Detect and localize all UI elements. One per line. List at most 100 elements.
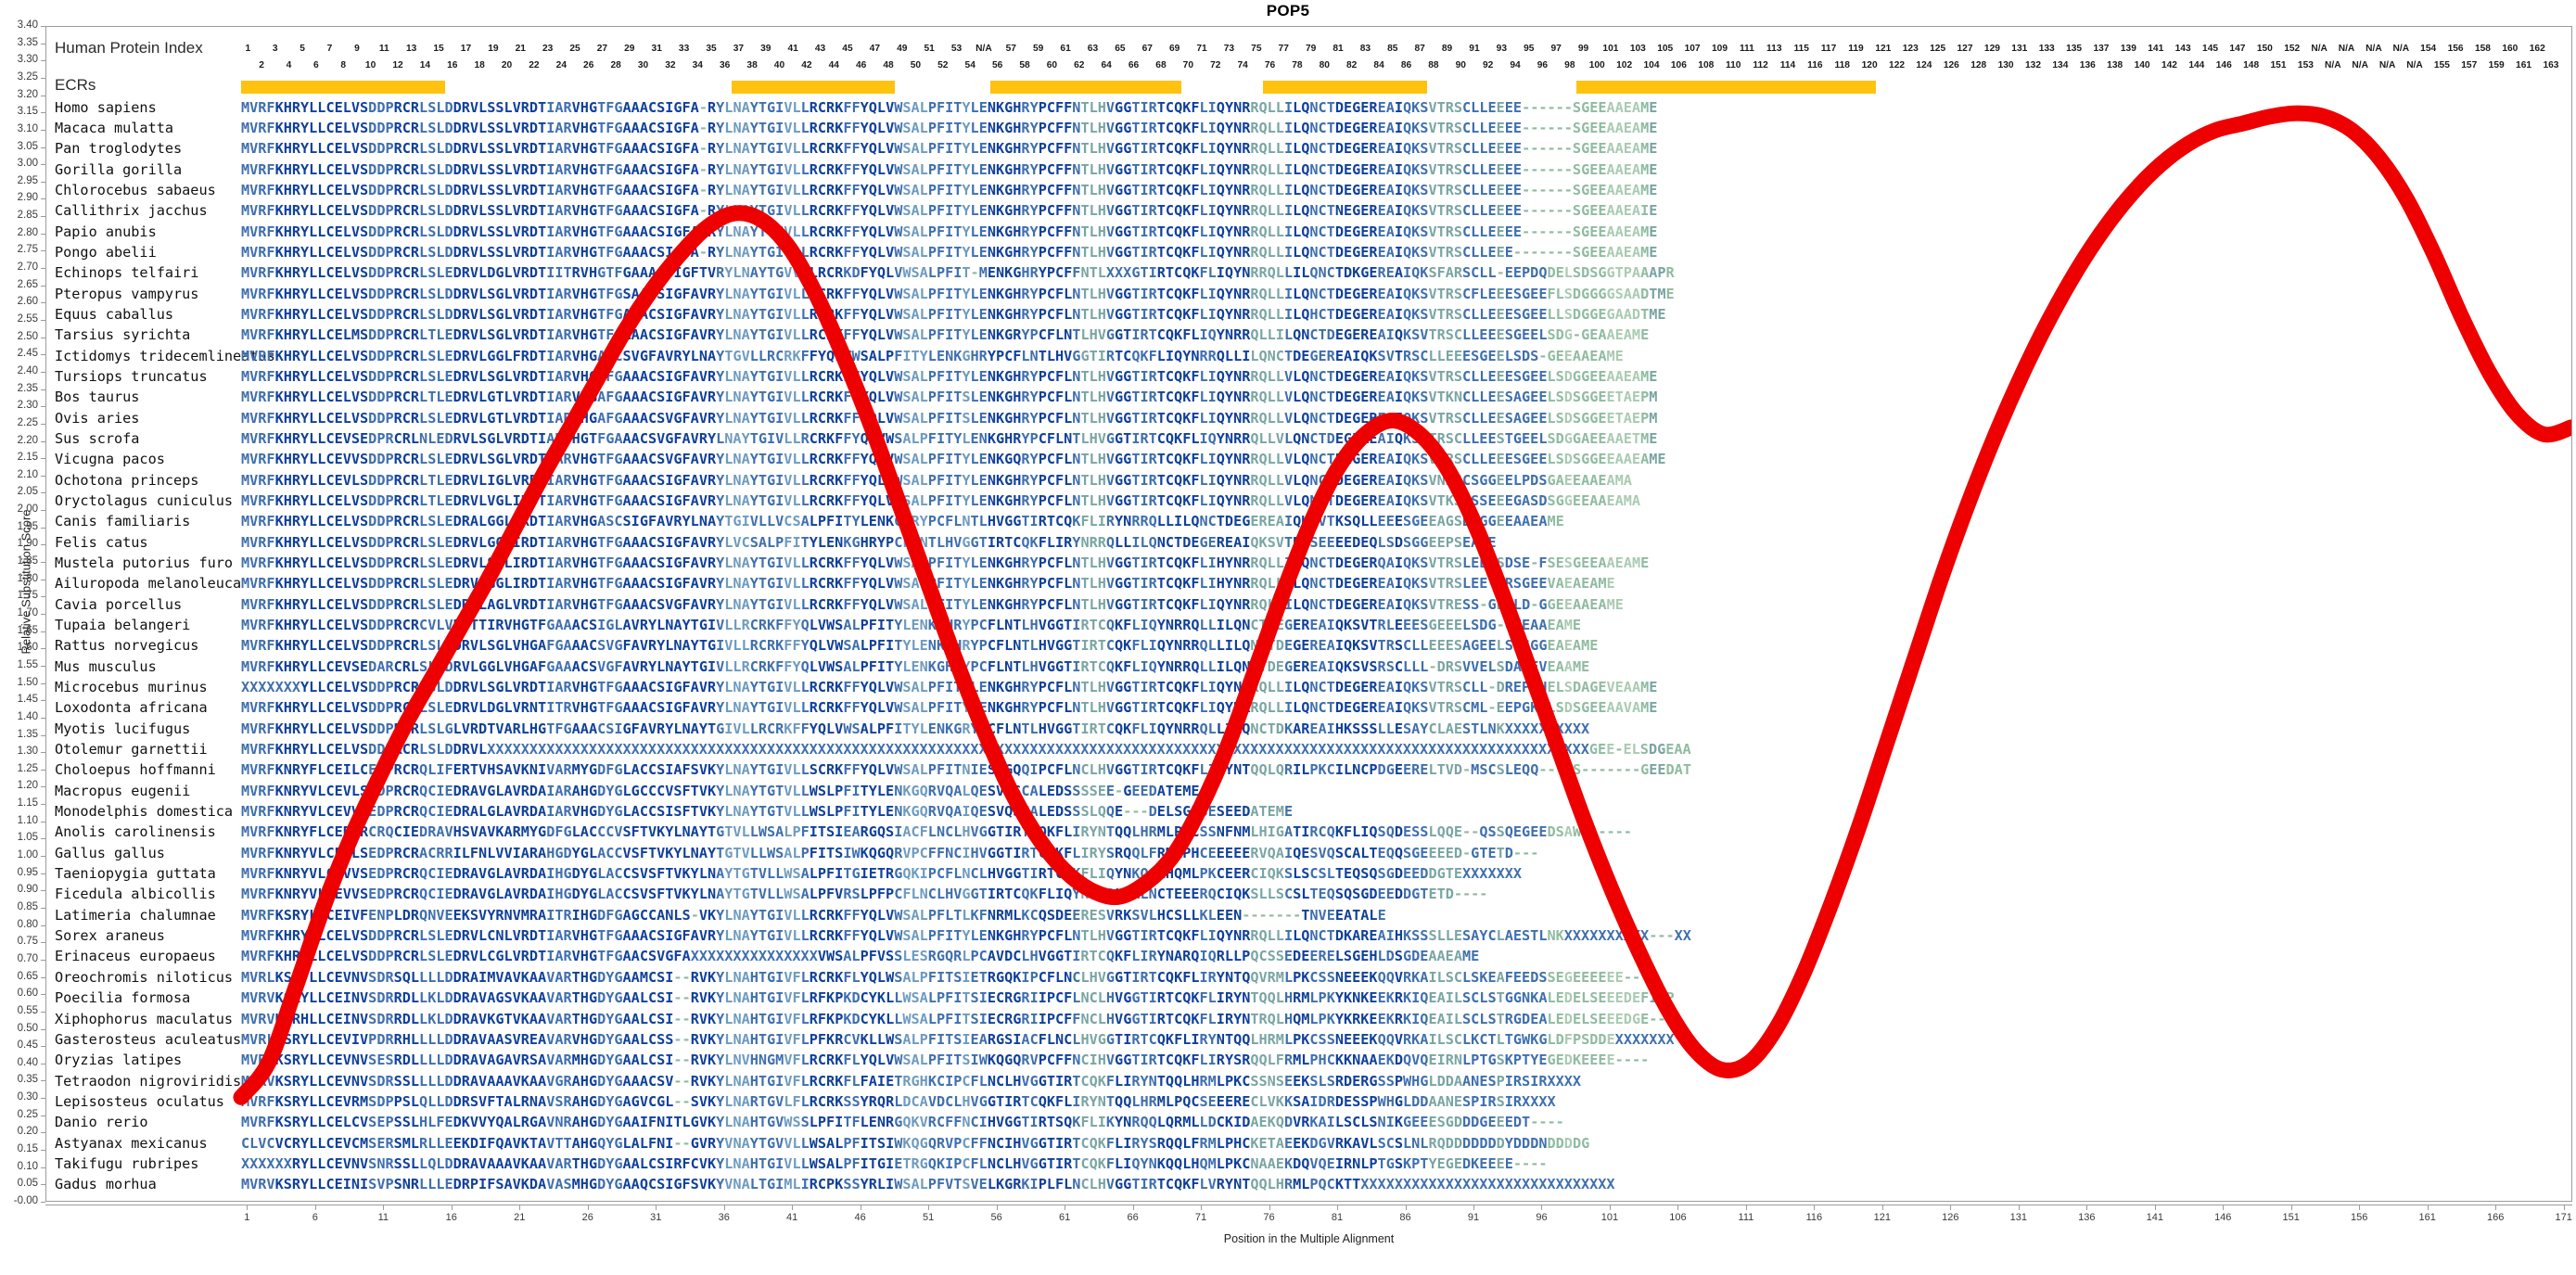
species-label: Papio anubis: [55, 223, 157, 240]
protein-index-cell: 77: [1278, 44, 1289, 54]
sequence-row: MVRFKHRYLLCELVSDDPRCRCVLVRDTTIRVHGTFGAAA…: [241, 617, 1607, 634]
protein-index-cell: 18: [474, 60, 485, 70]
y-axis-tick-label: 2.45: [17, 348, 38, 360]
protein-index-cell: 67: [1141, 44, 1153, 54]
protein-index-cell: 133: [2038, 44, 2055, 54]
protein-index-cell: 140: [2134, 60, 2150, 70]
x-axis-tick-label: 86: [1399, 1212, 1411, 1223]
species-label: Astyanax mexicanus: [55, 1134, 208, 1152]
protein-index-cell: 110: [1725, 60, 1741, 70]
species-label: Rattus norvegicus: [55, 637, 199, 655]
species-label: Macropus eugenii: [55, 782, 191, 799]
x-axis-tick-label: 76: [1263, 1212, 1275, 1223]
y-axis-tick-mark: [41, 1063, 45, 1065]
protein-index-cell: 26: [583, 60, 594, 70]
y-axis-tick-mark: [41, 60, 45, 62]
y-axis-tick-mark: [41, 320, 45, 321]
y-axis-tick-mark: [41, 354, 45, 356]
protein-index-cell: 118: [1834, 60, 1850, 70]
y-axis-tick-label: 0.30: [17, 1091, 38, 1103]
sequence-row: MVRFKHRYLLCELVSDDPRCRLSLEDRVLAGLVRDTIARV…: [241, 595, 1641, 613]
sequence-row: XXXXXXRYLLCEVNVSNRSSLLQLDDRAVAAAVKAAVART…: [241, 1154, 1564, 1172]
x-axis-tick-mark: [1677, 1205, 1679, 1210]
protein-index-cell: 135: [2066, 44, 2083, 54]
protein-index-cell: 158: [2474, 44, 2491, 54]
species-label: Chlorocebus sabaeus: [55, 181, 216, 198]
x-axis-tick-mark: [2086, 1205, 2088, 1210]
y-axis-tick-label: 2.95: [17, 174, 38, 186]
y-axis-tick-label: 1.15: [17, 797, 38, 810]
protein-index-cell: 125: [1930, 44, 1946, 54]
species-label: Tarsius syrichta: [55, 326, 191, 344]
protein-index-cell: 153: [2297, 60, 2314, 70]
y-axis-tick-label: 2.85: [17, 210, 38, 222]
protein-index-cell: N/A: [2366, 44, 2382, 54]
protein-index-cell: 117: [1820, 44, 1837, 54]
ecr-bar: [1263, 81, 1427, 94]
y-axis-tick-mark: [41, 976, 45, 978]
protein-index-cell: N/A: [2406, 60, 2423, 70]
sequence-row: MVRFKHRYLLCELVSDDPRCRLTLEDRVLGTLVRDTIARV…: [241, 389, 1666, 406]
y-axis-tick-label: 2.65: [17, 278, 38, 290]
y-axis-tick-mark: [41, 216, 45, 218]
protein-index-cell: 127: [1957, 44, 1973, 54]
y-axis-tick-label: 1.35: [17, 728, 38, 740]
sequence-alignment: MVRFKHRYLLCELVSDDPRCRLSLDDRVLSSLVRDTIARV…: [241, 27, 2571, 1201]
protein-index-cell: 113: [1766, 44, 1782, 54]
y-axis-tick-mark: [41, 285, 45, 287]
x-axis-tick-label: 141: [2146, 1212, 2163, 1223]
x-axis-tick-label: 116: [1805, 1212, 1823, 1223]
y-axis-tick-label: 1.90: [17, 538, 38, 550]
sequence-row: MVRFKHRYLLCELVSDDPRCRLSLEDRVLGGLFRDTIARV…: [241, 347, 1641, 364]
sequence-row: MVRFKHRYLLCEVSEDARCRLSLDDRVLGGLVHGAFGAAA…: [241, 657, 1607, 675]
y-axis-tick-label: 2.25: [17, 416, 38, 428]
y-axis-tick-mark: [41, 786, 45, 788]
y-axis-tick-label: 0.50: [17, 1022, 38, 1034]
sequence-row: MVRFKHRYLLCEVSEDPRCRLNLEDRVLSGLVRDTIARVH…: [241, 430, 1666, 447]
x-axis-tick-mark: [2427, 1205, 2429, 1210]
protein-index-cell: 70: [1182, 60, 1194, 70]
protein-index-cell: 163: [2543, 60, 2559, 70]
protein-index-cell: 53: [950, 44, 963, 54]
protein-index-cell: 14: [419, 60, 431, 70]
x-axis-tick-mark: [1473, 1205, 1474, 1210]
species-label: Mus musculus: [55, 657, 157, 675]
protein-index-cell: 86: [1400, 60, 1412, 70]
protein-index-cell: 76: [1264, 60, 1276, 70]
species-label: Tetraodon nigroviridis: [55, 1072, 242, 1090]
y-axis-tick-label: 1.05: [17, 832, 38, 844]
protein-index-cell: 99: [1577, 44, 1589, 54]
human-protein-index-row: 1 3 5 7 9 11 13 15 17 19 21 23 25 27 29 31 33 35 37 39 41 43 4…: [241, 27, 2571, 79]
protein-index-cell: 29: [624, 44, 635, 54]
protein-index-cell: 52: [937, 60, 949, 70]
sequence-row: MVRFKHRYLLCELVSDDPRCRLSLDDRVLSGLVRDTIARV…: [241, 305, 1666, 323]
species-label: Felis catus: [55, 533, 148, 551]
x-axis-tick-mark: [314, 1205, 316, 1210]
protein-index-cell: 119: [1848, 44, 1864, 54]
protein-index-cell: 90: [1455, 60, 1466, 70]
y-axis-tick-mark: [41, 873, 45, 874]
y-axis-tick-label: 2.30: [17, 400, 38, 412]
protein-index-cell: 78: [1292, 60, 1303, 70]
protein-index-cell: 34: [692, 60, 703, 70]
protein-index-cell: N/A: [2338, 44, 2355, 54]
ecr-bar: [732, 81, 896, 94]
x-axis-tick-label: 161: [2418, 1212, 2436, 1223]
y-axis-tick-mark: [41, 942, 45, 944]
y-axis-tick-mark: [41, 268, 45, 270]
species-label: Ictidomys tridecemlineatus: [55, 347, 275, 364]
y-axis-tick-label: 0.05: [17, 1178, 38, 1190]
x-axis: Position in the Multiple Alignment 1 6 11 1…: [45, 1205, 2572, 1260]
y-axis-tick-label: 2.90: [17, 192, 38, 204]
sequence-row: MVRFKNRYVLCEVLSEDPRCRACRRILFNLVVIARAHGDY…: [241, 844, 1539, 861]
protein-index-cell: 115: [1793, 44, 1809, 54]
species-label: Echinops telfairi: [55, 264, 199, 282]
protein-index-cell: 148: [2243, 60, 2260, 70]
x-axis-tick-label: 111: [1738, 1212, 1754, 1223]
protein-index-cell: N/A: [2378, 60, 2396, 70]
sequence-row: MVRLKSRYLLCEVIVPDRRHLLLLDDRAVAASVREAVARV…: [241, 1030, 1675, 1048]
protein-index-cell: 66: [1128, 60, 1140, 70]
y-axis-tick-mark: [41, 959, 45, 961]
ecr-track: [241, 27, 2571, 1201]
species-label: Oryzias latipes: [55, 1052, 183, 1069]
